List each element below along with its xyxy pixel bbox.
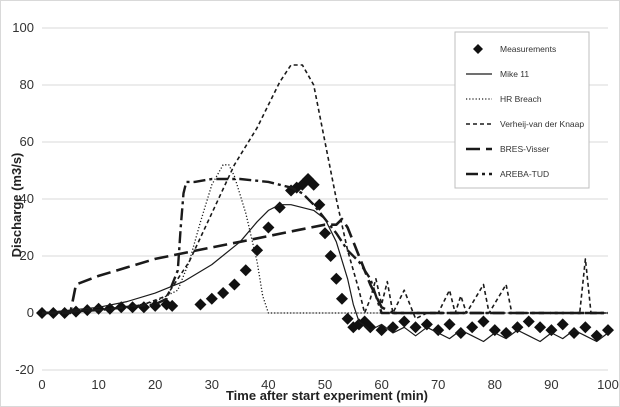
legend-label-bres-visser: BRES-Visser [500, 144, 550, 154]
y-tick-label: -20 [15, 362, 34, 377]
series-line-verheij-van-der-knaap [41, 64, 608, 320]
x-tick-label: 20 [148, 377, 162, 392]
y-tick-label: 100 [12, 20, 34, 35]
series-line-hr-breach [41, 164, 608, 314]
legend-box [454, 31, 590, 189]
measurement-point [556, 318, 569, 331]
x-tick-label: 50 [318, 377, 332, 392]
legend-label-verheij-van-der-knaap: Verheij-van der Knaap [500, 119, 584, 129]
measurement-point [579, 321, 592, 334]
measurement-point [92, 302, 105, 315]
legend-label-mike-11: Mike 11 [500, 69, 529, 79]
y-tick-label: 20 [20, 248, 34, 263]
measurement-point [602, 324, 614, 337]
x-tick-label: 0 [38, 377, 45, 392]
measurement-point [319, 227, 331, 240]
x-tick-label: 70 [431, 377, 445, 392]
measurement-point [364, 321, 377, 334]
x-tick-label: 60 [374, 377, 388, 392]
y-tick-labels: -20 0 20 40 60 80 100 [12, 20, 34, 377]
measurement-point [534, 321, 547, 334]
measurement-point [239, 264, 252, 277]
measurement-point [324, 250, 337, 262]
y-axis-label: Discharge (m3/s) [9, 153, 24, 258]
measurement-point [443, 318, 456, 331]
legend-label-hr-breach: HR Breach [500, 94, 542, 104]
series-line-areba-tud [41, 177, 608, 315]
measurement-point [488, 324, 501, 337]
y-tick-label: 40 [20, 191, 34, 206]
x-tick-label: 40 [261, 377, 275, 392]
measurement-point [228, 278, 241, 291]
y-tick-label: 60 [20, 134, 34, 149]
x-tick-labels: 0 10 20 30 40 50 60 70 80 90 100 [38, 377, 618, 392]
measurement-point [409, 321, 422, 334]
measurement-point [454, 326, 467, 339]
measurement-point [477, 315, 490, 328]
x-axis-label: Time after start experiment (min) [226, 388, 428, 403]
measurement-point [330, 272, 343, 285]
measurement-point [262, 221, 275, 234]
measurement-point [511, 321, 524, 334]
measurement-point [166, 299, 179, 312]
measurement-point [205, 292, 218, 305]
x-tick-label: 100 [597, 377, 619, 392]
measurement-point [545, 324, 558, 337]
measurement-point [522, 315, 535, 328]
series-line-mike-11 [41, 204, 609, 343]
x-tick-label: 80 [488, 377, 502, 392]
measurement-point [398, 315, 411, 328]
measurement-point [307, 178, 320, 191]
measurement-point [432, 324, 445, 337]
legend-swatch-measurements [473, 44, 483, 54]
y-tick-label: 80 [20, 77, 34, 92]
measurement-point [568, 326, 581, 339]
x-tick-label: 10 [91, 377, 105, 392]
x-tick-label: 30 [205, 377, 219, 392]
measurement-point [217, 287, 230, 300]
measurement-point [341, 312, 354, 325]
series-group [36, 64, 614, 343]
measurement-point [194, 298, 207, 311]
measurement-point [420, 318, 433, 331]
y-tick-label: 0 [27, 305, 34, 320]
measurement-point [126, 301, 139, 314]
measurement-point [466, 321, 479, 334]
legend: Measurements Mike 11 HR Breach Verheij-van … [454, 31, 590, 189]
measurement-point [335, 292, 348, 305]
legend-label-measurements: Measurements [500, 44, 556, 54]
x-tick-label: 90 [544, 377, 558, 392]
series-line-bres-visser [42, 217, 608, 315]
legend-label-areba-tud: AREBA-TUD [500, 169, 549, 179]
